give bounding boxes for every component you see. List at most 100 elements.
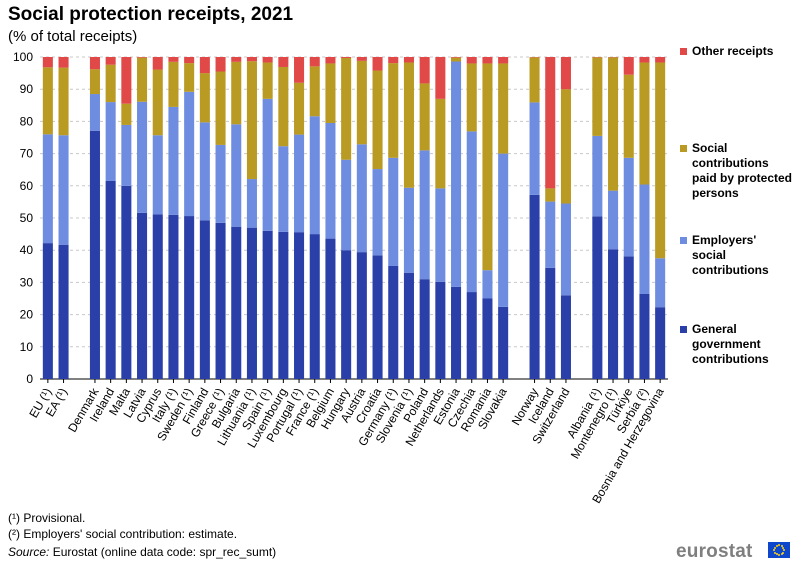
legend-swatch-other	[680, 48, 687, 55]
bar-segment-employers	[152, 135, 163, 215]
bar-segment-protected-persons	[435, 98, 446, 189]
bar-segment-general-government	[529, 194, 540, 379]
bar-segment-general-government	[58, 244, 69, 379]
bar-segment-employers	[341, 159, 352, 251]
bar-segment-general-government	[498, 306, 509, 379]
bar-segment-protected-persons	[529, 57, 540, 103]
bar-segment-employers	[623, 157, 634, 257]
bar-segment-protected-persons	[152, 69, 163, 136]
bar-segment-general-government	[105, 180, 116, 379]
bar-segment-general-government	[215, 222, 226, 379]
bar-segment-employers	[560, 203, 571, 296]
bar-segment-employers	[184, 91, 195, 217]
flag-star-icon	[773, 551, 776, 554]
legend-swatch-general-government	[680, 326, 687, 333]
bar-segment-employers	[278, 146, 289, 232]
bar-segment-protected-persons	[639, 62, 650, 185]
bar-segment-general-government	[152, 214, 163, 379]
bar-segment-employers	[639, 184, 650, 294]
bar-segment-general-government	[592, 216, 603, 379]
bar-segment-protected-persons	[168, 61, 179, 107]
bar-segment-general-government	[545, 267, 556, 379]
bar-segment-protected-persons	[215, 71, 226, 145]
bar-segment-general-government	[466, 292, 477, 379]
bar-segment-other	[498, 57, 509, 64]
legend-label-other: Other receipts	[692, 44, 774, 58]
bar-segment-employers	[451, 61, 462, 287]
flag-star-icon	[775, 544, 778, 547]
bar-segment-protected-persons	[372, 70, 383, 170]
bar-segment-other	[215, 57, 226, 72]
bar-segment-general-government	[388, 265, 399, 379]
bar-segment-employers	[199, 122, 210, 221]
bar-segment-other	[168, 57, 179, 62]
bar-segment-employers	[498, 153, 509, 307]
bar-segment-employers	[466, 131, 477, 293]
flag-star-icon	[780, 553, 783, 556]
bar-segment-general-government	[184, 216, 195, 379]
bar-segment-other	[231, 57, 242, 62]
bar-segment-employers	[137, 101, 148, 213]
legend-swatch-protected-persons	[680, 145, 687, 152]
y-tick-label: 50	[20, 211, 34, 225]
flag-star-icon	[775, 553, 778, 556]
bar-segment-general-government	[356, 252, 367, 379]
eu-flag-icon	[768, 542, 790, 558]
y-tick-label: 90	[20, 82, 34, 96]
bar-segment-other	[419, 57, 430, 84]
bar-segment-other	[42, 57, 53, 68]
bar-segment-protected-persons	[403, 62, 414, 188]
bar-segment-employers	[356, 144, 367, 253]
y-tick-label: 20	[20, 308, 34, 322]
bar-segment-other	[121, 57, 132, 104]
bar-segment-employers	[246, 179, 257, 228]
bar-segment-employers	[482, 270, 493, 299]
bar-segment-general-government	[262, 230, 273, 379]
bar-segment-employers	[403, 187, 414, 273]
footnote-provisional: (¹) Provisional.	[8, 511, 86, 525]
bar-segment-employers	[168, 106, 179, 215]
bar-segment-protected-persons	[466, 63, 477, 132]
bar-segment-other	[89, 57, 100, 70]
legend-item-protected-persons: Social contributions paid by protected p…	[680, 141, 792, 201]
bar-segment-employers	[294, 134, 305, 233]
bar-segment-protected-persons	[451, 57, 462, 62]
legend-label-general-government: General government contributions	[692, 322, 769, 366]
bar-segment-general-government	[121, 185, 132, 379]
bar-segment-protected-persons	[294, 82, 305, 135]
chart-subtitle: (% of total receipts)	[8, 28, 138, 45]
bar-segment-general-government	[560, 295, 571, 379]
bar-segment-protected-persons	[325, 63, 336, 124]
bar-segment-protected-persons	[592, 57, 603, 136]
legend-item-general-government: General government contributions	[680, 322, 792, 367]
bar-segment-other	[325, 57, 336, 64]
bar-segment-other	[152, 57, 163, 70]
bar-segment-other	[137, 57, 148, 58]
bar-segment-other	[309, 57, 320, 67]
bar-segment-employers	[372, 169, 383, 256]
y-tick-label: 60	[20, 179, 34, 193]
legend-item-other: Other receipts	[680, 44, 774, 59]
bar-segment-other	[655, 57, 666, 63]
bar-segment-other	[560, 57, 571, 90]
bar-segment-employers	[215, 144, 226, 223]
bar-segment-other	[184, 57, 195, 64]
bar-segment-general-government	[435, 281, 446, 379]
bar-segment-general-government	[231, 226, 242, 379]
flag-star-icon	[773, 546, 776, 549]
bar-segment-protected-persons	[419, 83, 430, 151]
bar-segment-other	[199, 57, 210, 74]
bar-segment-employers	[435, 188, 446, 282]
legend-item-employers: Employers' social contributions	[680, 233, 792, 278]
bar-segment-employers	[121, 124, 132, 186]
bar-segment-protected-persons	[262, 62, 273, 99]
bar-segment-other	[388, 57, 399, 64]
bar-segment-general-government	[246, 227, 257, 379]
bar-segment-general-government	[325, 238, 336, 379]
bar-segment-employers	[419, 150, 430, 280]
eurostat-logo: eurostat	[676, 541, 753, 562]
bar-segment-general-government	[623, 256, 634, 379]
bar-segment-employers	[325, 123, 336, 239]
bar-segment-general-government	[608, 249, 619, 379]
bar-segment-other	[372, 57, 383, 71]
